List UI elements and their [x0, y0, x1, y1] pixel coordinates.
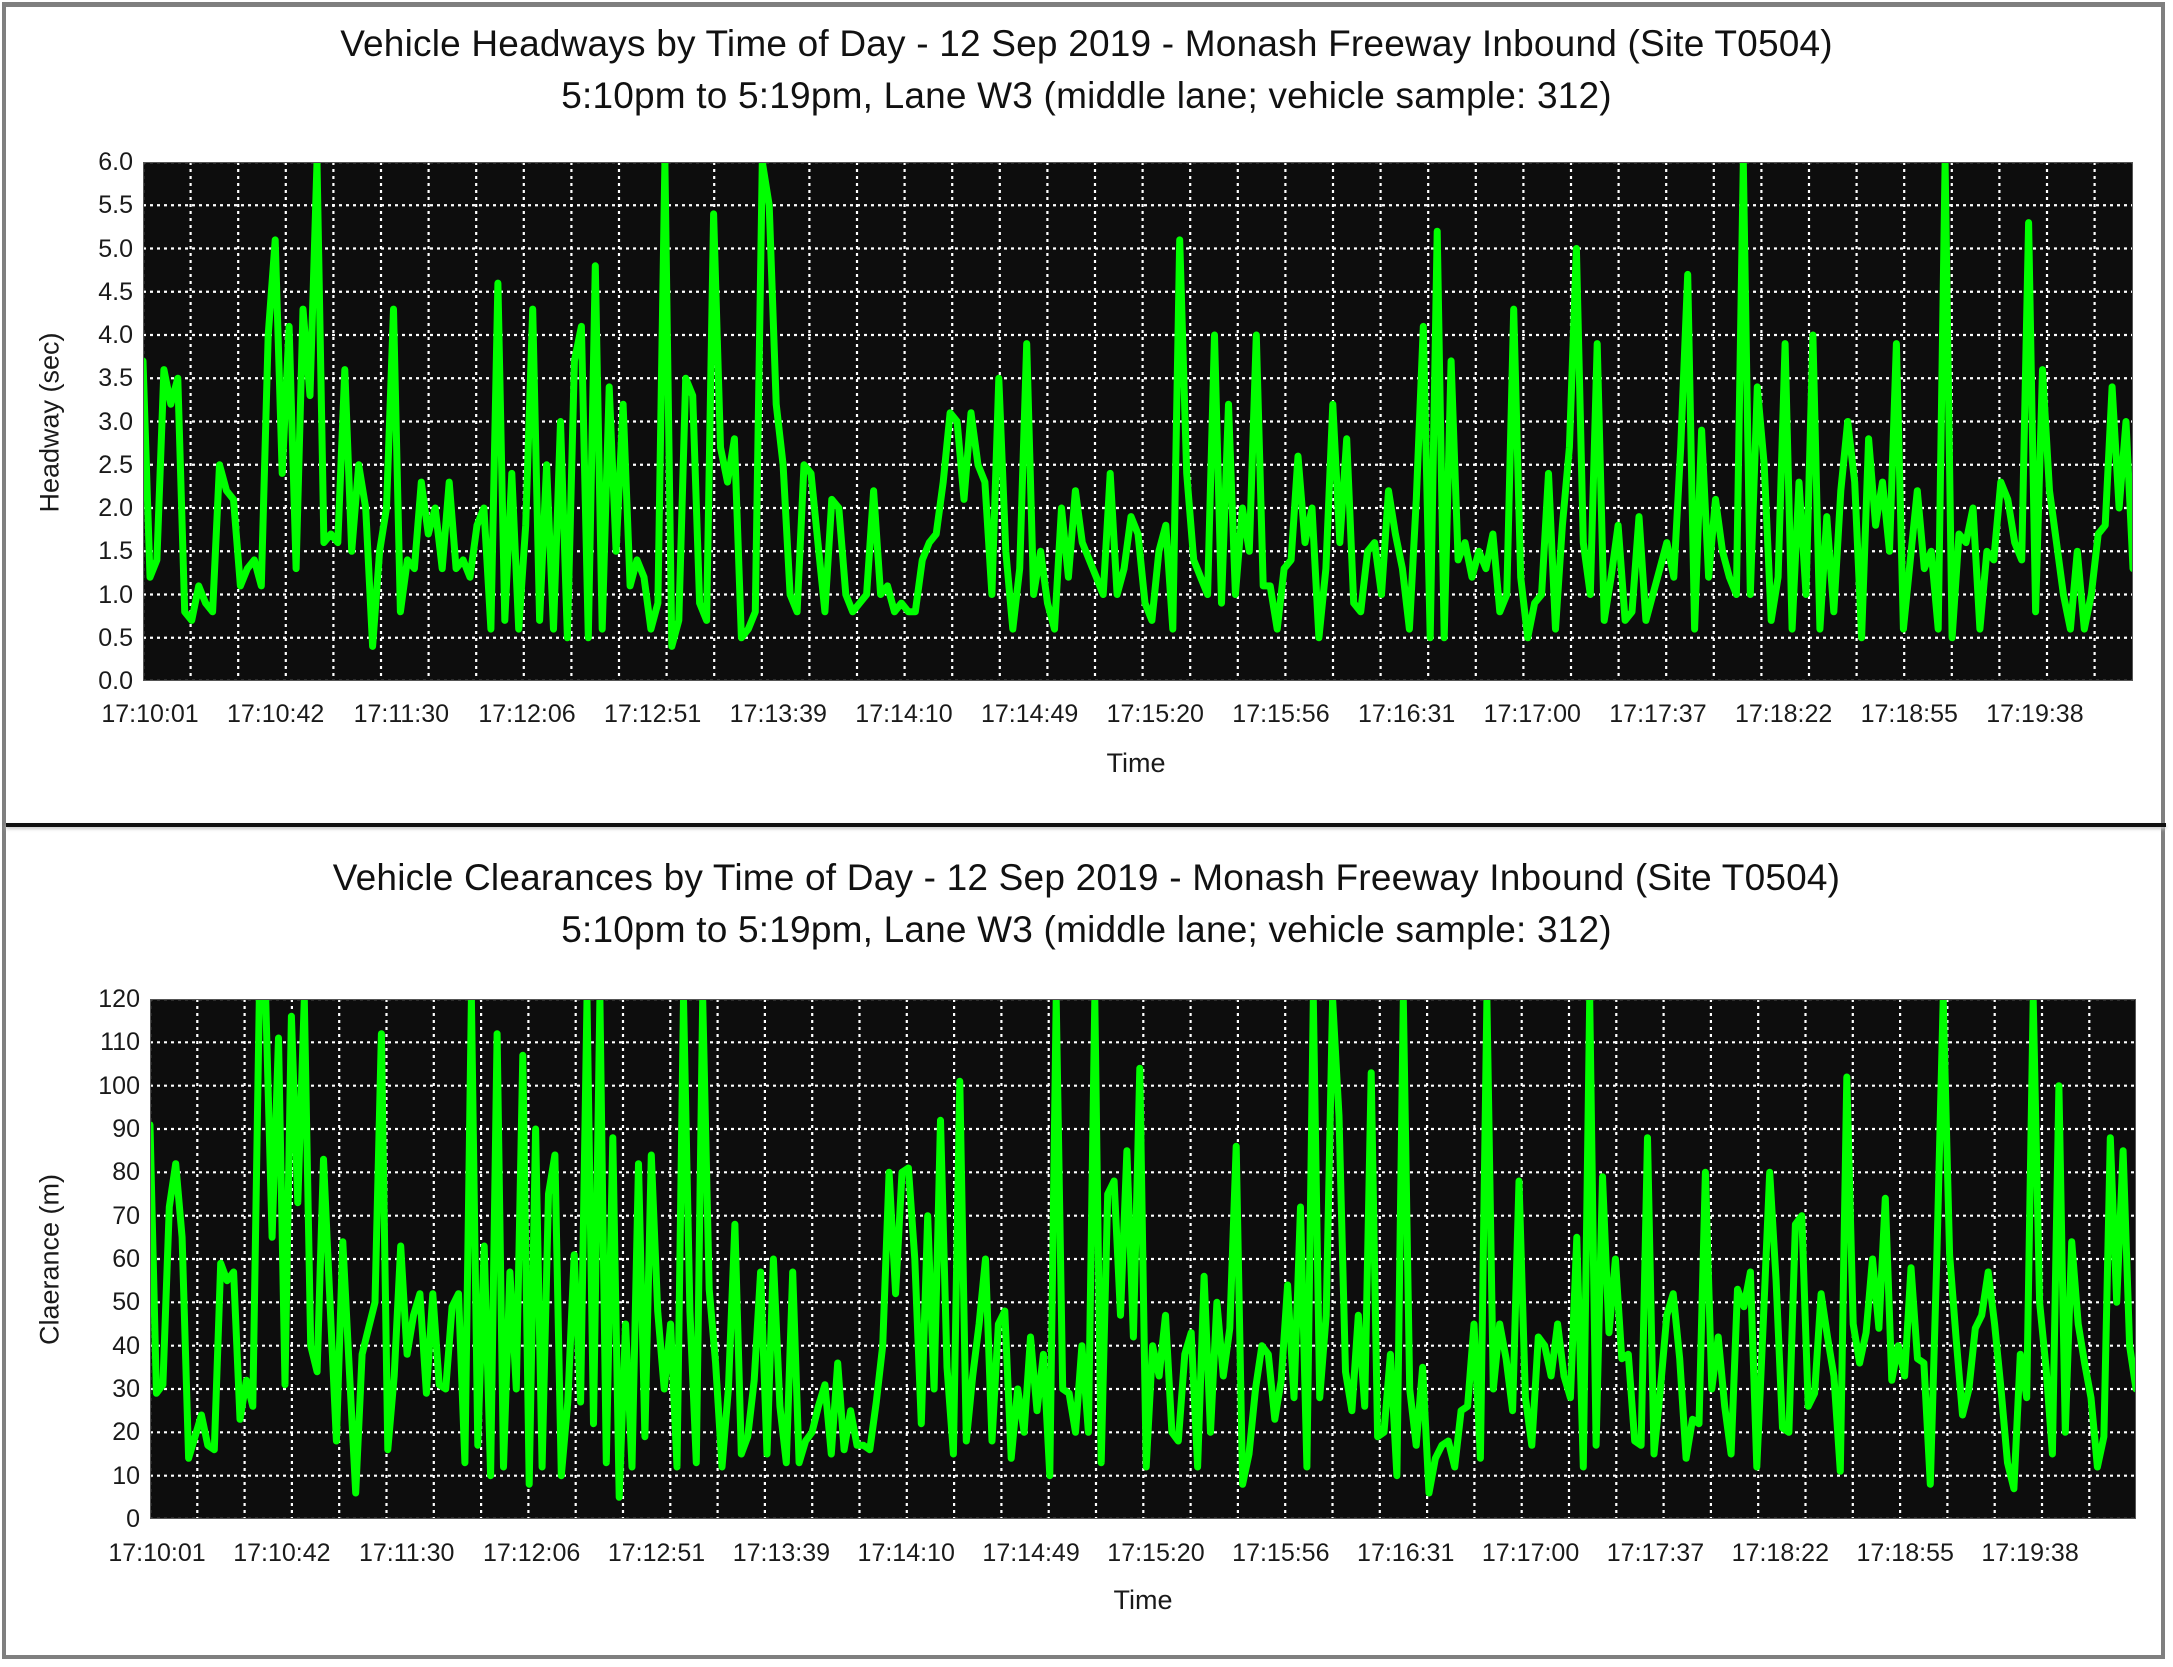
y-tick-label: 40	[112, 1331, 140, 1360]
data-series-line	[143, 162, 2133, 650]
x-tick-label: 17:17:37	[1609, 700, 1707, 728]
y-tick-label: 4.5	[98, 277, 133, 306]
x-tick-label: 17:12:51	[607, 1539, 706, 1567]
y-tick-label: 120	[98, 985, 140, 1013]
y-tick-label: 6.0	[98, 148, 133, 176]
x-tick-label: 17:17:37	[1606, 1539, 1705, 1567]
y-tick-label: 110	[100, 1028, 140, 1057]
y-tick-label: 1.5	[98, 537, 133, 566]
panel-divider	[6, 823, 2166, 827]
x-tick-label: 17:15:56	[1232, 700, 1330, 728]
x-tick-label: 17:11:30	[353, 700, 450, 728]
x-tick-label: 17:15:56	[1232, 1539, 1330, 1567]
headway-chart-subtitle: 5:10pm to 5:19pm, Lane W3 (middle lane; …	[561, 75, 1612, 116]
clearance-x-axis-label: Time	[1113, 1585, 1173, 1615]
x-tick-label: 17:10:42	[226, 700, 325, 728]
x-tick-label: 17:18:22	[1734, 700, 1833, 728]
x-tick-label: 17:19:38	[1981, 1539, 2079, 1567]
plot-border	[143, 162, 2133, 681]
x-tick-label: 17:10:42	[233, 1539, 331, 1567]
headway-chart-panel: Vehicle Headways by Time of Day - 12 Sep…	[0, 0, 2173, 825]
y-tick-label: 2.5	[98, 450, 133, 479]
y-tick-label: 0.0	[98, 667, 133, 695]
y-tick-label: 80	[112, 1158, 140, 1187]
y-tick-label: 0.5	[98, 623, 133, 652]
headway-chart-title: Vehicle Headways by Time of Day - 12 Sep…	[340, 23, 1833, 64]
y-tick-label: 90	[112, 1115, 140, 1143]
x-tick-label: 17:16:31	[1357, 700, 1456, 728]
x-tick-label: 17:18:55	[1856, 1539, 1954, 1567]
x-tick-label: 17:10:01	[101, 700, 199, 728]
x-tick-label: 17:10:01	[108, 1539, 206, 1567]
clearance-chart-subtitle: 5:10pm to 5:19pm, Lane W3 (middle lane; …	[561, 909, 1612, 950]
clearance-chart-title: Vehicle Clearances by Time of Day - 12 S…	[332, 857, 1841, 898]
y-tick-label: 3.0	[98, 407, 133, 436]
y-tick-label: 1.0	[98, 580, 133, 609]
x-tick-label: 17:15:20	[1106, 700, 1204, 728]
x-tick-label: 17:15:20	[1107, 1539, 1205, 1567]
x-tick-label: 17:14:49	[980, 700, 1079, 728]
x-tick-label: 17:12:06	[482, 1539, 581, 1567]
x-tick-label: 17:17:00	[1481, 1539, 1580, 1567]
x-tick-label: 17:14:10	[857, 1539, 955, 1567]
clearance-chart-panel: Vehicle Clearances by Time of Day - 12 S…	[0, 827, 2173, 1662]
headway-x-axis-label: Time	[1106, 748, 1166, 778]
x-tick-label: 17:13:39	[729, 700, 827, 728]
headway-plot-area	[143, 162, 2133, 681]
x-tick-label: 17:14:10	[855, 700, 953, 728]
x-tick-label: 17:18:22	[1731, 1539, 1829, 1567]
x-tick-label: 17:11:30	[359, 1539, 455, 1567]
y-tick-label: 60	[112, 1245, 140, 1273]
y-tick-label: 5.5	[98, 191, 133, 220]
y-tick-label: 100	[98, 1071, 140, 1100]
y-tick-label: 5.0	[98, 234, 133, 263]
y-tick-label: 10	[112, 1461, 140, 1490]
y-tick-label: 50	[112, 1288, 140, 1317]
y-tick-label: 3.5	[98, 364, 133, 393]
x-tick-label: 17:19:38	[1986, 700, 2084, 728]
data-series-line	[150, 999, 2136, 1501]
y-tick-label: 20	[112, 1418, 140, 1447]
plot-border	[150, 999, 2136, 1519]
x-tick-label: 17:12:06	[478, 700, 576, 728]
y-tick-label: 70	[112, 1201, 140, 1230]
x-tick-label: 17:12:51	[603, 700, 702, 728]
y-tick-label: 0	[126, 1505, 140, 1533]
x-tick-label: 17:17:00	[1483, 700, 1581, 728]
y-tick-label: 30	[112, 1375, 140, 1403]
x-tick-label: 17:13:39	[732, 1539, 831, 1567]
y-tick-label: 4.0	[98, 321, 133, 349]
x-tick-label: 17:14:49	[982, 1539, 1080, 1567]
y-tick-label: 2.0	[98, 494, 133, 522]
x-tick-label: 17:16:31	[1357, 1539, 1455, 1567]
x-tick-label: 17:18:55	[1860, 700, 1958, 728]
clearance-plot-area	[150, 999, 2136, 1519]
